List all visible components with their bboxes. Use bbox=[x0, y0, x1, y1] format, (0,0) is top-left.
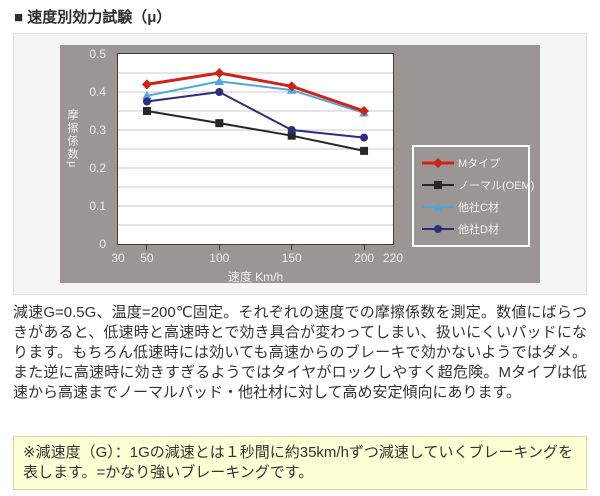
description-text: 減速G=0.5G、温度=200℃固定。それぞれの速度での摩擦係数を測定。数値にば… bbox=[13, 304, 587, 401]
series-line-1 bbox=[145, 110, 366, 152]
legend-label: 他社C材 bbox=[458, 202, 499, 214]
x-tick-label: 220 bbox=[382, 251, 404, 265]
legend-swatch-circle bbox=[422, 225, 454, 233]
diamond-marker bbox=[433, 158, 443, 168]
circle-marker bbox=[142, 97, 151, 106]
x-tick-label: 200 bbox=[354, 251, 375, 265]
x-axis-title: 速度 Km/h bbox=[227, 270, 284, 284]
x-tick-label: 50 bbox=[140, 251, 154, 265]
legend-label: ノーマル(OEM) bbox=[458, 180, 535, 192]
x-tick-label: 30 bbox=[111, 251, 125, 265]
x-tick-mark bbox=[146, 245, 148, 250]
square-marker bbox=[215, 119, 224, 128]
legend-item: 他社D材 bbox=[421, 218, 525, 240]
legend-swatch-diamond bbox=[422, 158, 454, 168]
circle-marker bbox=[215, 88, 224, 96]
legend-label: Mタイプ bbox=[458, 158, 501, 170]
note-box: ※減速度（G）：1Gの減速とは１秒間に約35km/hずつ減速していくブレーキング… bbox=[13, 436, 587, 490]
square-marker bbox=[434, 181, 442, 189]
square-marker bbox=[360, 146, 369, 155]
legend-label: 他社D材 bbox=[458, 224, 499, 236]
line-chart bbox=[118, 68, 393, 226]
diamond-marker bbox=[141, 79, 152, 90]
legend-item: ノーマル(OEM) bbox=[421, 174, 534, 196]
diamond-marker bbox=[359, 106, 370, 116]
legend-swatch-triangle bbox=[422, 202, 454, 211]
note-text: ※減速度（G）：1Gの減速とは１秒間に約35km/hずつ減速していくブレーキング… bbox=[23, 444, 574, 481]
y-tick-label: 0.2 bbox=[89, 161, 106, 175]
x-tick-label: 100 bbox=[209, 251, 230, 265]
triangle-marker bbox=[214, 76, 225, 85]
circle-marker bbox=[434, 225, 442, 233]
y-tick-label: 0.3 bbox=[89, 123, 106, 137]
y-tick-label: 0.5 bbox=[89, 47, 106, 61]
diamond-marker bbox=[286, 81, 297, 92]
page-title: ■ 速度別効力試験（μ） bbox=[14, 9, 172, 26]
x-tick-mark bbox=[291, 245, 293, 250]
triangle-marker bbox=[142, 91, 152, 100]
x-tick-mark bbox=[218, 245, 220, 250]
x-tick-label: 150 bbox=[281, 251, 302, 265]
legend-item: 他社C材 bbox=[421, 196, 525, 218]
y-tick-label: 0.4 bbox=[89, 85, 106, 99]
series-line-2 bbox=[145, 80, 366, 114]
y-axis-title: 摩擦係数μ bbox=[66, 109, 78, 170]
series-line-3 bbox=[145, 91, 366, 139]
legend: Mタイプノーマル(OEM) 他社C材他社D材 bbox=[412, 145, 534, 247]
y-tick-label: 0.1 bbox=[89, 199, 106, 213]
square-marker bbox=[142, 107, 151, 115]
chart-box: 摩擦係数μ 0 0.1 0.2 0.3 0.4 0.5 30 50 100 150 200 220 … bbox=[60, 45, 540, 284]
legend-swatch-square bbox=[422, 181, 454, 189]
square-marker bbox=[287, 131, 296, 140]
x-tick-mark bbox=[363, 245, 365, 250]
circle-marker bbox=[287, 126, 296, 134]
series-line-0 bbox=[145, 71, 366, 113]
triangle-marker bbox=[433, 202, 443, 211]
diamond-marker bbox=[214, 68, 225, 78]
plot-area bbox=[117, 53, 394, 245]
y-tick-label: 0 bbox=[99, 237, 106, 251]
circle-marker bbox=[360, 133, 369, 142]
chart-panel: 摩擦係数μ 0 0.1 0.2 0.3 0.4 0.5 30 50 100 150 200 220 … bbox=[13, 33, 587, 295]
legend-item: Mタイプ bbox=[421, 152, 525, 174]
